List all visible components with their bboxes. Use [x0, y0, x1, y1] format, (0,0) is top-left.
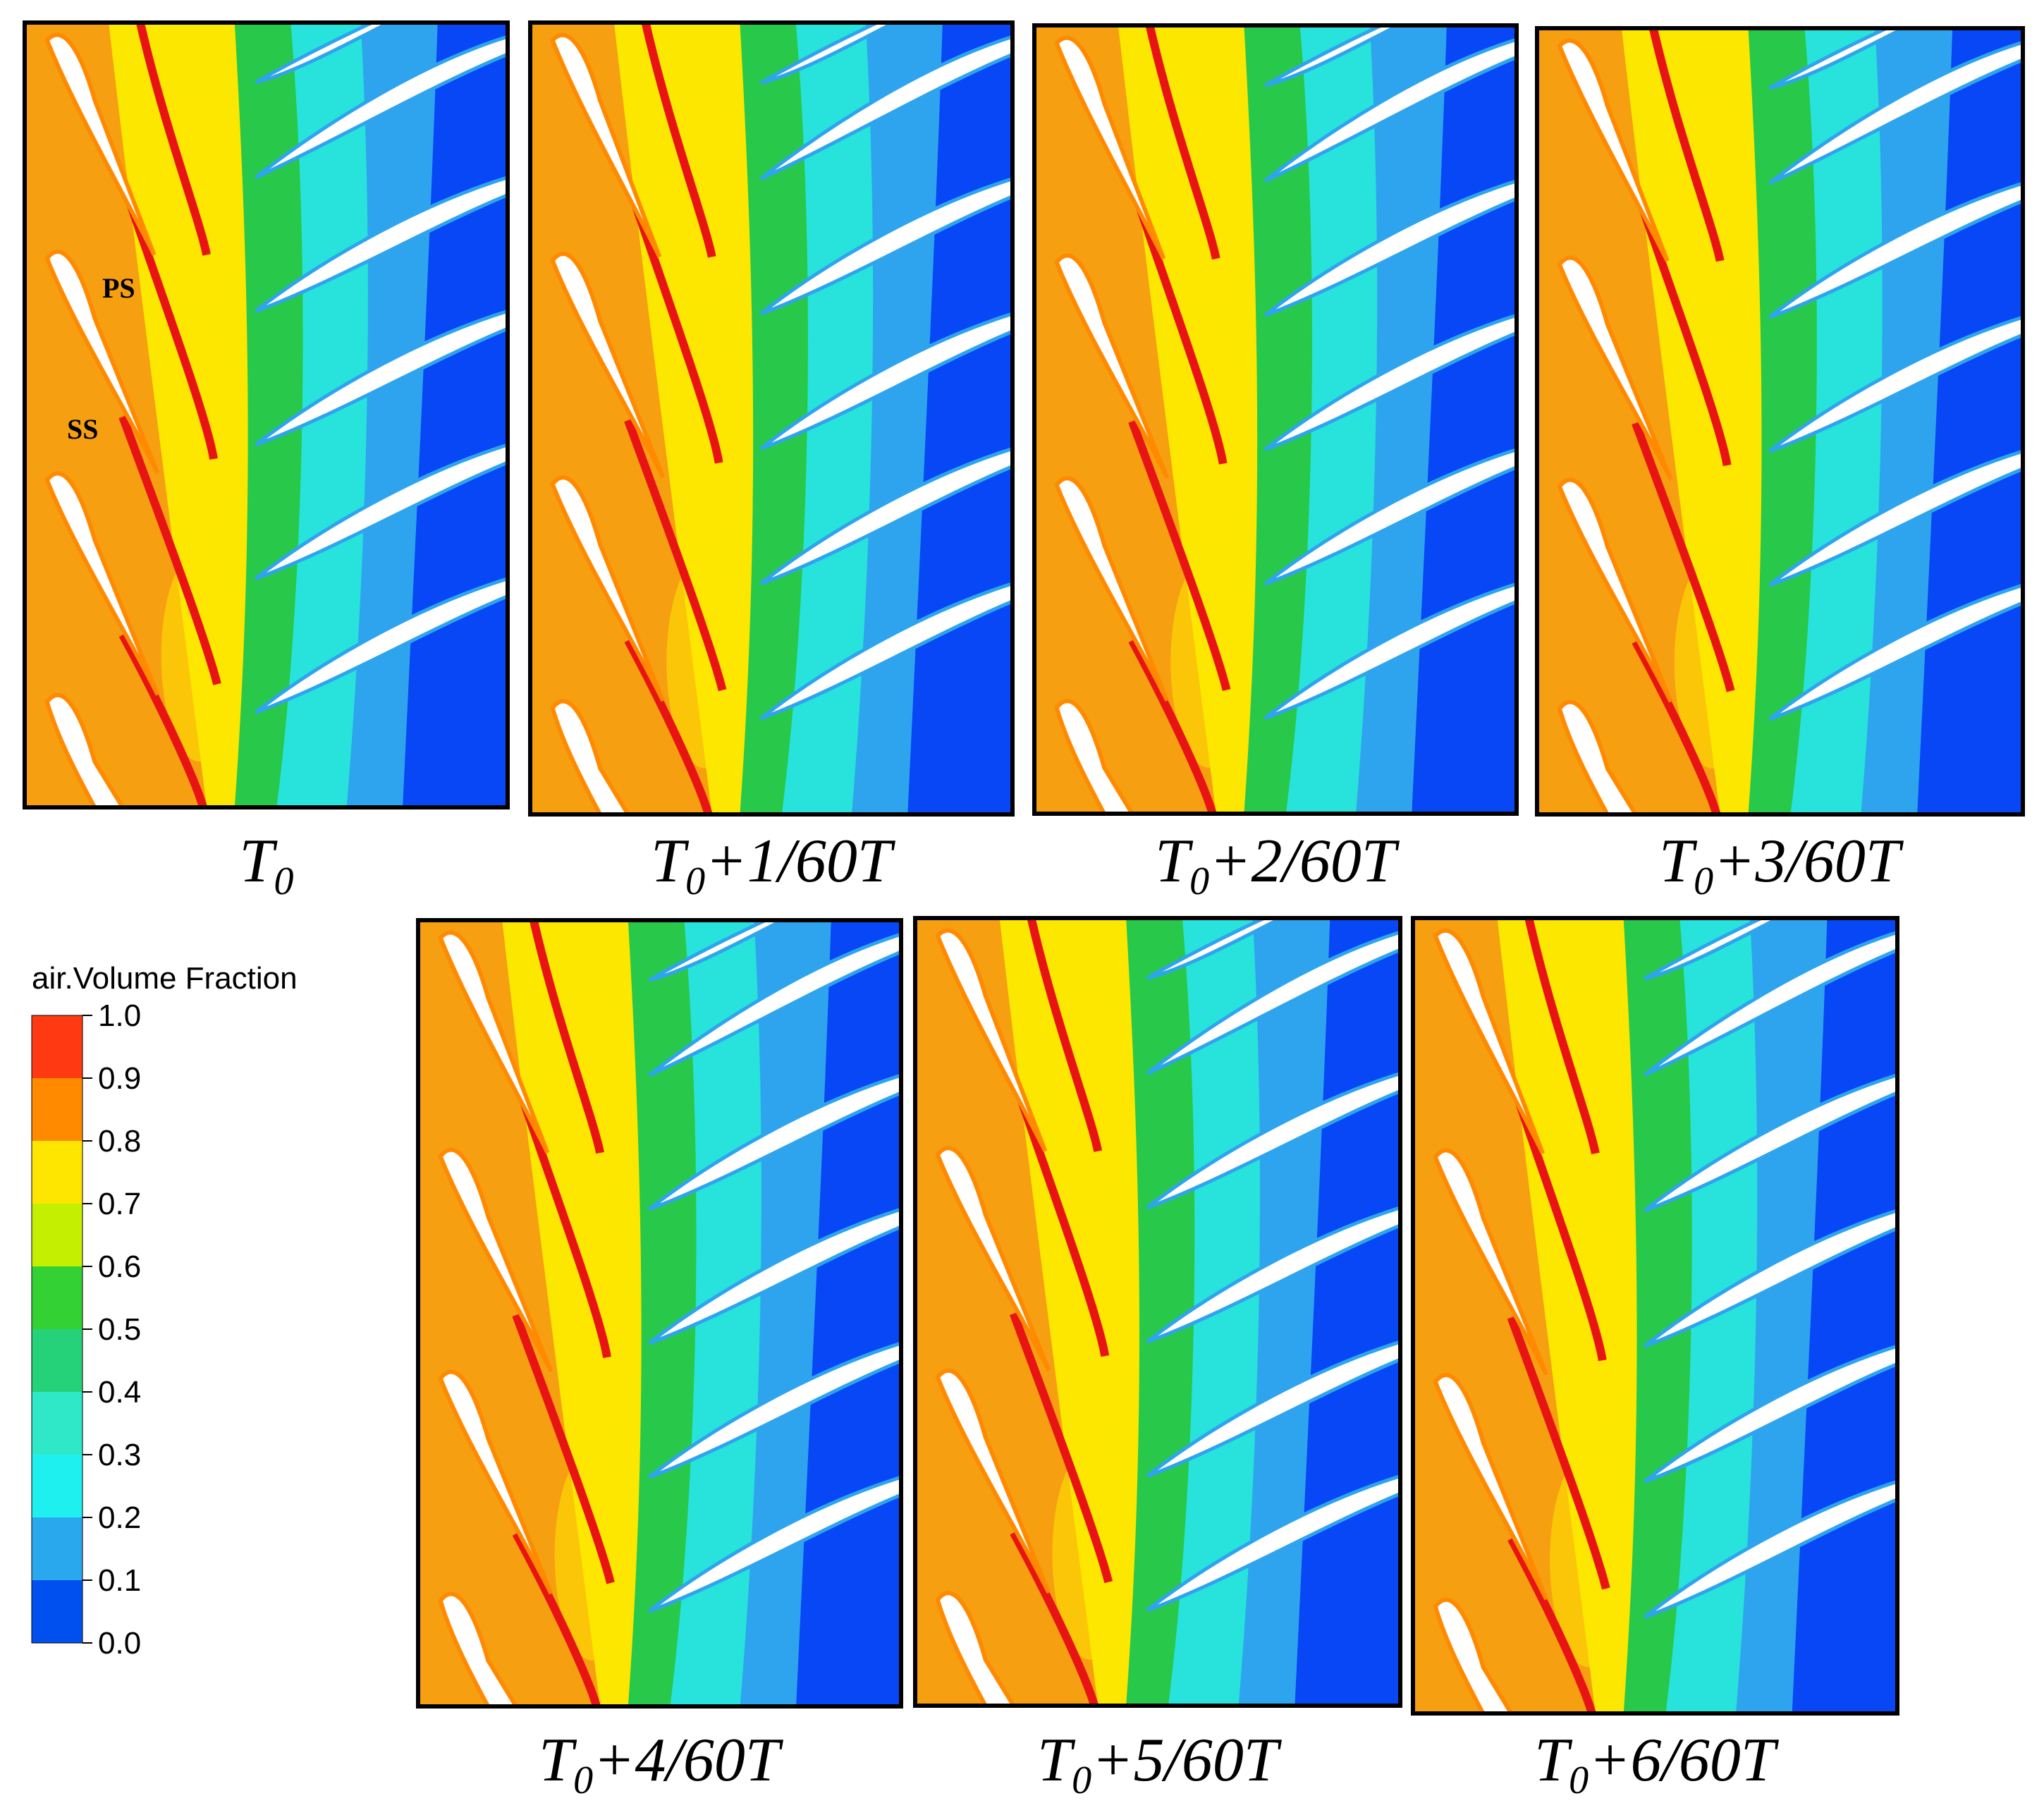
caption-subscript: 0	[274, 860, 293, 903]
panel-caption: T0+4/60T	[539, 1726, 784, 1802]
contour-field	[1537, 0, 2023, 814]
legend-swatches	[32, 1015, 82, 1644]
panel-t0-plus-4: T0+4/60T	[416, 878, 903, 1802]
caption-suffix: +5/60T	[1091, 1726, 1283, 1795]
legend-tick-label: 0.7	[98, 1187, 141, 1221]
caption-suffix: +2/60T	[1209, 827, 1400, 896]
legend-tick-label: 0.6	[98, 1249, 141, 1284]
caption-subscript: 0	[685, 860, 705, 903]
legend-swatch	[32, 1204, 82, 1267]
legend-swatch	[32, 1266, 82, 1330]
panel-caption: T0+1/60T	[651, 827, 896, 903]
panel-frame	[1032, 23, 1519, 816]
legend-swatch	[32, 1455, 82, 1518]
caption-base: T	[539, 1726, 577, 1795]
caption-subscript: 0	[1694, 860, 1713, 903]
panel-caption: T0+6/60T	[1534, 1726, 1780, 1802]
caption-suffix: +6/60T	[1589, 1726, 1780, 1795]
legend-tick-label: 0.0	[98, 1626, 141, 1661]
legend-tick-label: 0.5	[98, 1312, 141, 1347]
panel-t0-plus-1: T0+1/60T	[528, 0, 1015, 903]
contour-field	[1413, 875, 1897, 1713]
panel-caption: T0+3/60T	[1659, 827, 1904, 903]
legend-tick-label: 0.4	[98, 1375, 141, 1410]
panel-frame	[416, 918, 903, 1709]
legend-ticks: 1.0 0.9 0.8 0.7 0.6 0.5 0.4 0.3 0.2 0.1 0.0	[82, 998, 141, 1661]
panel-frame	[913, 916, 1402, 1708]
caption-base: T	[1155, 827, 1194, 896]
caption-suffix: +1/60T	[705, 827, 896, 896]
legend-tick-label: 0.1	[98, 1563, 141, 1598]
contour-field	[530, 0, 1012, 814]
caption-base: T	[651, 827, 690, 896]
annotation-ss: SS	[67, 413, 99, 445]
panel-caption: T0+5/60T	[1037, 1726, 1283, 1802]
caption-suffix: +4/60T	[593, 1726, 784, 1795]
caption-subscript: 0	[573, 1759, 593, 1802]
contour-field	[418, 878, 901, 1706]
caption-base: T	[1659, 827, 1698, 896]
caption-suffix: +3/60T	[1713, 827, 1904, 896]
legend-swatch	[32, 1392, 82, 1455]
legend-swatch	[32, 1329, 82, 1393]
legend-swatch	[32, 1015, 82, 1079]
caption-subscript: 0	[1072, 1759, 1091, 1802]
caption-base: T	[1534, 1726, 1573, 1795]
panel-caption: T0+2/60T	[1155, 827, 1400, 903]
caption-base: T	[240, 827, 279, 896]
panel-caption: T0	[240, 827, 294, 903]
caption-base: T	[1037, 1726, 1076, 1795]
panel-t0-plus-5: T0+5/60T	[913, 876, 1402, 1802]
panel-t0: PS SS T0	[23, 0, 510, 903]
panel-frame	[528, 20, 1015, 817]
caption-subscript: 0	[1189, 860, 1209, 903]
panel-frame	[1535, 26, 2025, 817]
panel-t0-plus-6: T0+6/60T	[1411, 875, 1899, 1802]
legend-swatch	[32, 1580, 82, 1644]
legend-tick-label: 0.8	[98, 1124, 141, 1159]
panel-frame	[1411, 916, 1899, 1716]
legend-swatch	[32, 1141, 82, 1204]
legend-swatch	[32, 1078, 82, 1142]
legend-tick-label: 1.0	[98, 998, 141, 1033]
legend-tick-label: 0.9	[98, 1061, 141, 1096]
legend-tick-label: 0.2	[98, 1501, 141, 1535]
legend-title: air.Volume Fraction	[32, 961, 298, 996]
panel-t0-plus-3: T0+3/60T	[1535, 0, 2025, 903]
contour-field	[915, 876, 1400, 1706]
caption-subscript: 0	[1569, 1759, 1589, 1802]
legend-swatch	[32, 1517, 82, 1581]
panel-frame	[23, 20, 510, 809]
legend-tick-label: 0.3	[98, 1438, 141, 1472]
panel-t0-plus-2: T0+2/60T	[1032, 0, 1519, 903]
colorbar-legend: air.Volume Fraction 1.0 0.9 0.8 0.7 0.6 0.5 0.…	[31, 961, 298, 1661]
contour-field	[1034, 0, 1517, 814]
annotation-ps: PS	[102, 272, 135, 304]
contour-field	[25, 0, 508, 807]
